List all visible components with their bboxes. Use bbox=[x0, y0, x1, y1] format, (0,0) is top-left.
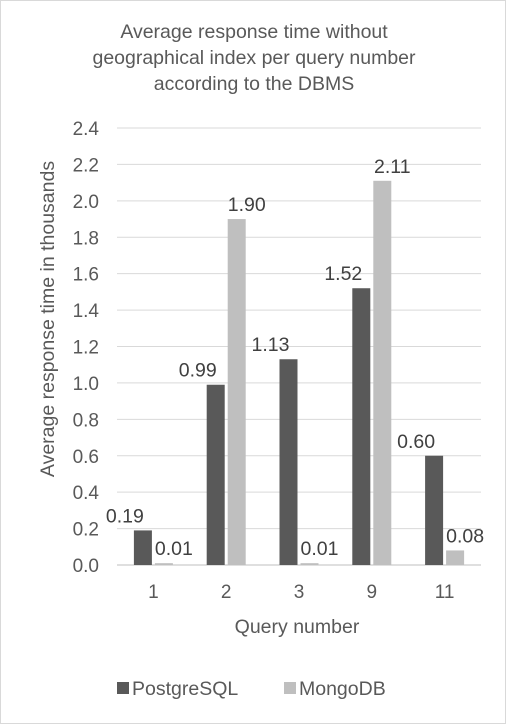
y-tick-label: 0.4 bbox=[73, 483, 100, 504]
bar-postgresql-query-3 bbox=[279, 359, 298, 565]
data-labels: 0.19 0.01 0.99 1.90 1.13 0.01 1.52 2.11 0.60 0.08 bbox=[106, 156, 484, 560]
legend-swatch-mongodb bbox=[284, 682, 296, 694]
y-tick-label: 0.6 bbox=[73, 447, 99, 468]
y-tick-label: 2.0 bbox=[73, 192, 99, 213]
data-label-postgresql-query-9: 1.52 bbox=[324, 263, 362, 285]
y-axis-title: Average response time in thousands bbox=[37, 161, 59, 477]
data-label-postgresql-query-11: 0.60 bbox=[397, 431, 435, 453]
bar-postgresql-query-9 bbox=[352, 288, 371, 565]
y-tick-label: 1.0 bbox=[73, 374, 99, 395]
chart-title-line-3: according to the DBMS bbox=[154, 73, 355, 95]
bar-mongodb-query-2 bbox=[227, 219, 246, 565]
bar-mongodb-query-3 bbox=[300, 563, 319, 565]
bars bbox=[133, 180, 465, 565]
y-tick-label: 1.4 bbox=[73, 301, 100, 322]
bar-mongodb-query-11 bbox=[446, 550, 465, 565]
data-label-mongodb-query-11: 0.08 bbox=[446, 525, 484, 547]
x-axis-tick-labels: 1 2 3 9 11 bbox=[148, 582, 454, 603]
x-tick-label: 1 bbox=[148, 582, 159, 603]
x-axis-title: Query number bbox=[235, 616, 360, 638]
y-tick-label: 1.2 bbox=[73, 338, 99, 359]
legend-label-mongodb: MongoDB bbox=[299, 678, 386, 700]
data-label-postgresql-query-1: 0.19 bbox=[106, 505, 144, 527]
y-tick-label: 2.2 bbox=[73, 155, 99, 176]
data-label-mongodb-query-3: 0.01 bbox=[301, 538, 339, 560]
chart-title-line-2: geographical index per query number bbox=[92, 47, 416, 69]
bar-mongodb-query-9 bbox=[373, 180, 392, 565]
chart-title-line-1: Average response time without bbox=[120, 21, 388, 43]
legend-swatch-postgresql bbox=[117, 682, 129, 694]
bar-mongodb-query-1 bbox=[154, 563, 173, 565]
y-tick-label: 2.4 bbox=[73, 119, 100, 140]
gridlines bbox=[117, 127, 481, 566]
y-axis-tick-labels: 0.0 0.2 0.4 0.6 0.8 1.0 1.2 1.4 1.6 1.8 2.0 2.2 2.4 bbox=[73, 119, 100, 577]
data-label-postgresql-query-2: 0.99 bbox=[179, 360, 217, 382]
chart-title: Average response time without geographic… bbox=[92, 21, 416, 95]
y-tick-label: 1.8 bbox=[73, 228, 99, 249]
y-tick-label: 0.0 bbox=[73, 556, 99, 577]
bar-postgresql-query-11 bbox=[425, 455, 444, 565]
data-label-mongodb-query-1: 0.01 bbox=[155, 538, 193, 560]
x-tick-label: 11 bbox=[435, 582, 455, 603]
data-label-postgresql-query-3: 1.13 bbox=[252, 334, 290, 356]
x-tick-label: 9 bbox=[367, 582, 378, 603]
y-tick-label: 0.8 bbox=[73, 410, 99, 431]
legend-label-postgresql: PostgreSQL bbox=[132, 678, 238, 700]
y-tick-label: 1.6 bbox=[73, 265, 99, 286]
data-label-mongodb-query-2: 1.90 bbox=[228, 194, 266, 216]
x-tick-label: 2 bbox=[221, 582, 232, 603]
bar-postgresql-query-1 bbox=[133, 530, 152, 565]
x-tick-label: 3 bbox=[294, 582, 305, 603]
y-tick-label: 0.2 bbox=[73, 520, 99, 541]
data-label-mongodb-query-9: 2.11 bbox=[374, 156, 411, 178]
bar-postgresql-query-2 bbox=[206, 384, 225, 565]
legend: PostgreSQL MongoDB bbox=[117, 678, 386, 700]
